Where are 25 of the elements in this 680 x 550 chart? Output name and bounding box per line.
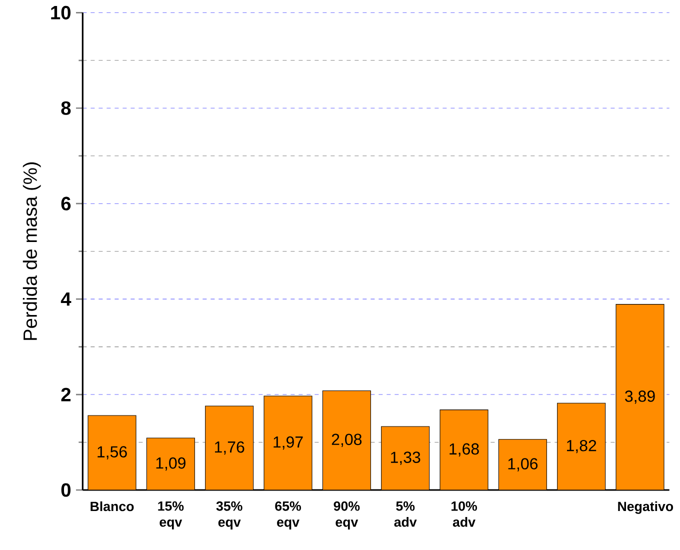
data-label: 3,89: [625, 390, 655, 404]
y-tick-label: 8: [61, 101, 71, 115]
y-tick-label: 2: [61, 388, 71, 402]
y-tick-label: 6: [61, 196, 71, 210]
x-tick-label: 10% adv: [452, 501, 477, 527]
x-tick-label: 65% eqv: [275, 501, 301, 530]
x-tick-label: 15% eqv: [158, 501, 184, 530]
data-label: 1,56: [98, 446, 127, 460]
y-tick-label: 10: [51, 6, 71, 20]
x-tick-label: 90% eqv: [334, 501, 360, 530]
y-tick-label: 0: [61, 483, 71, 497]
x-tick-label: Negativo: [618, 501, 674, 514]
data-label: 1,33: [390, 452, 420, 465]
data-label: 1,09: [156, 457, 186, 471]
x-tick-label: 5% adv: [394, 501, 417, 527]
x-tick-label: Blanco: [90, 501, 134, 512]
data-label: 1,76: [214, 441, 244, 455]
data-label: 1,68: [450, 443, 479, 457]
x-tick-label: 35% eqv: [216, 501, 242, 530]
y-axis-title: Perdida de masa (%): [22, 162, 41, 340]
data-label: 1,97: [274, 436, 303, 450]
data-label: 1,06: [508, 458, 538, 472]
y-tick-label: 4: [60, 292, 72, 306]
data-label: 2,08: [332, 434, 362, 447]
data-label: 1,82: [566, 440, 596, 454]
